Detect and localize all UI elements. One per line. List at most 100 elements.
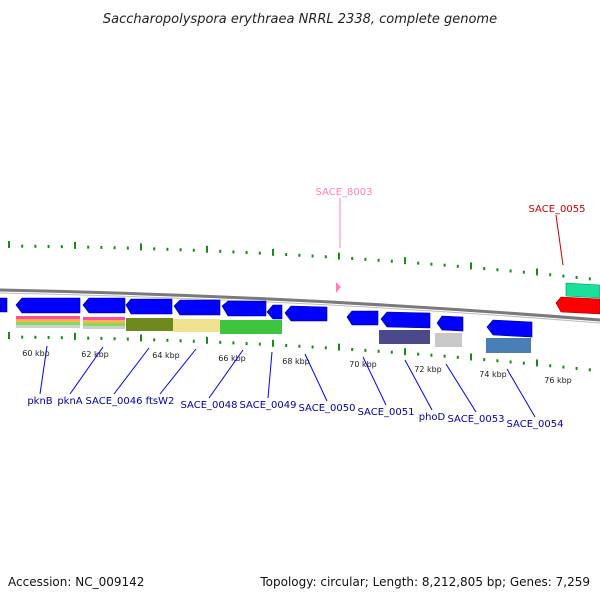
- gene-arrow-SACE_0046[interactable]: [125, 298, 173, 315]
- minor-tick: [351, 256, 354, 260]
- gene-label-pknB[interactable]: pknB: [27, 396, 52, 407]
- genome-backbone-shadow: [0, 292, 600, 324]
- minor-tick: [575, 366, 578, 370]
- feature-band[interactable]: [16, 319, 80, 322]
- gene-arrow-SACE_0050[interactable]: [284, 305, 328, 322]
- label-line-pknB: [39, 345, 48, 395]
- gene-label-SACE_0049[interactable]: SACE_0049: [240, 400, 297, 411]
- major-tick: [140, 243, 142, 251]
- major-tick: [272, 339, 274, 347]
- gene-arrow-ftsW2[interactable]: [173, 299, 221, 316]
- minor-tick: [456, 264, 459, 268]
- minor-tick: [219, 340, 222, 344]
- marker-SACE_8003[interactable]: [336, 282, 341, 293]
- scale-label-68kbp: 68 kbp: [282, 357, 310, 366]
- gene-arrow-SACE_0051[interactable]: [346, 310, 379, 326]
- feature-band[interactable]: [83, 323, 125, 326]
- major-tick: [8, 241, 10, 249]
- minor-tick: [100, 336, 103, 340]
- major-tick: [470, 262, 472, 270]
- major-tick: [74, 241, 76, 249]
- minor-tick: [377, 349, 380, 353]
- gene-arrow-phoD[interactable]: [380, 311, 431, 329]
- scale-label-64kbp: 64 kbp: [152, 351, 180, 360]
- minor-tick: [311, 254, 314, 258]
- minor-tick: [390, 350, 393, 354]
- minor-tick: [126, 246, 129, 250]
- feature-band[interactable]: [16, 322, 80, 325]
- lower-tick-track: [8, 332, 591, 372]
- scale-labels: 60 kbp 62 kbp 64 kbp 66 kbp 68 kbp 70 kbp 72 k…: [22, 349, 572, 385]
- minor-tick: [522, 270, 525, 274]
- gene-arrow-pknB[interactable]: [15, 297, 81, 314]
- minor-tick: [87, 245, 90, 249]
- gene-label-ftsW2[interactable]: ftsW2: [146, 396, 175, 407]
- label-SACE_8003[interactable]: SACE_8003: [316, 187, 373, 198]
- label-line-SACE_0050: [304, 353, 328, 402]
- scale-label-74kbp: 74 kbp: [479, 370, 507, 379]
- gene-label-phoD[interactable]: phoD: [419, 412, 446, 423]
- gene-arrow-SACE_0054[interactable]: [486, 319, 533, 338]
- minor-tick: [232, 250, 235, 254]
- gene-label-SACE_0050[interactable]: SACE_0050: [299, 403, 356, 414]
- minor-tick: [298, 344, 301, 348]
- minor-tick: [219, 249, 222, 253]
- minor-tick: [245, 251, 248, 255]
- gene-arrow-SACE_0055-feature[interactable]: [565, 282, 600, 299]
- feature-band[interactable]: [220, 320, 282, 334]
- label-line-SACE_0049: [267, 351, 273, 399]
- minor-tick: [562, 274, 565, 278]
- gene-label-pknA[interactable]: pknA: [57, 396, 82, 407]
- minor-tick: [417, 261, 420, 265]
- minor-tick: [483, 267, 486, 271]
- gene-label-SACE_0054[interactable]: SACE_0054: [507, 419, 564, 430]
- genome-backbone-outer: [0, 288, 600, 322]
- feature-band[interactable]: [83, 326, 125, 329]
- minor-tick: [258, 342, 261, 346]
- label-line-SACE_0048: [208, 349, 244, 399]
- minor-tick: [298, 253, 301, 257]
- scale-label-66kbp: 66 kbp: [218, 354, 246, 363]
- gene-arrow-SACE_0049[interactable]: [266, 304, 283, 320]
- gene-track-strand-a: [0, 297, 533, 338]
- minor-tick: [562, 365, 565, 369]
- minor-tick: [285, 253, 288, 257]
- feature-band[interactable]: [435, 333, 462, 347]
- minor-tick: [179, 248, 182, 252]
- major-tick: [338, 252, 340, 260]
- gene-label-SACE_0053[interactable]: SACE_0053: [448, 414, 505, 425]
- feature-band[interactable]: [16, 316, 80, 319]
- gene-labels: pknB pknA SACE_0046 ftsW2 SACE_0048 SACE_0049…: [27, 345, 564, 430]
- minor-tick: [509, 269, 512, 273]
- major-tick: [536, 359, 538, 367]
- feature-band[interactable]: [379, 330, 430, 344]
- minor-tick: [324, 255, 327, 259]
- label-line-SACE_0046: [113, 347, 150, 395]
- feature-band[interactable]: [126, 318, 173, 331]
- minor-tick: [364, 348, 367, 352]
- minor-tick: [179, 339, 182, 343]
- feature-band[interactable]: [83, 317, 125, 320]
- label-line-ftsW2: [159, 348, 197, 395]
- upper-tick-track: [8, 241, 591, 281]
- accession-text: Accession: NC_009142: [8, 575, 144, 589]
- feature-band[interactable]: [83, 320, 125, 323]
- minor-tick: [390, 259, 393, 263]
- label-SACE_0055[interactable]: SACE_0055: [529, 204, 586, 215]
- feature-band[interactable]: [486, 338, 531, 353]
- gene-label-SACE_0046[interactable]: SACE_0046: [86, 396, 143, 407]
- feature-band[interactable]: [173, 319, 220, 332]
- minor-tick: [60, 336, 63, 340]
- gene-label-SACE_0048[interactable]: SACE_0048: [181, 400, 238, 411]
- major-tick: [74, 332, 76, 340]
- gene-label-SACE_0051[interactable]: SACE_0051: [358, 407, 415, 418]
- gene-arrow-SACE_0048[interactable]: [221, 300, 267, 317]
- minor-tick: [113, 337, 116, 341]
- minor-tick: [549, 364, 552, 368]
- major-tick: [536, 268, 538, 276]
- gene-arrow-SACE_0055[interactable]: [555, 296, 600, 315]
- gene-arrow[interactable]: [0, 297, 8, 313]
- feature-band[interactable]: [16, 325, 80, 328]
- gene-arrow-SACE_0053[interactable]: [436, 315, 464, 332]
- gene-arrow-pknA[interactable]: [82, 297, 126, 314]
